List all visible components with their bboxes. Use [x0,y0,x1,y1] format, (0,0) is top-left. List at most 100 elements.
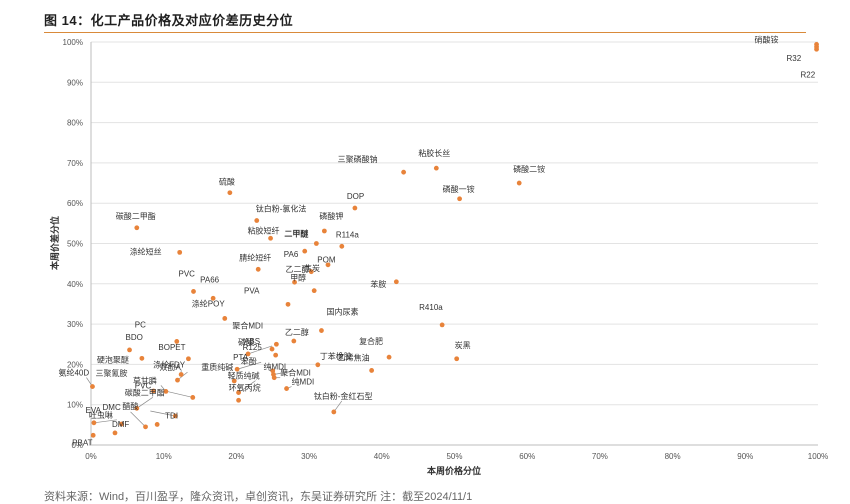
data-point [154,422,160,427]
point-label: 乙烯焦油 [338,352,370,362]
x-axis-label: 本周价格分位 [427,465,481,476]
point-label: 乙二醇 [286,264,310,274]
data-point [254,218,260,223]
leader-line [273,371,292,375]
point-label: PC [135,320,146,329]
point-label: 腈纶短纤 [239,252,271,262]
point-label: R410a [419,303,443,312]
point-label: 氨纶40D [58,368,89,378]
data-point [178,372,184,377]
data-point [134,225,140,231]
y-tick-label: 40% [67,280,83,289]
data-point [311,288,317,294]
data-point [271,375,277,381]
point-label: 环氧丙烷 [229,382,261,392]
leader-line [237,361,262,370]
y-tick-label: 70% [67,159,83,168]
point-label: 硝酸铵 [755,34,779,44]
point-label: 纯MDI [263,361,286,371]
y-tick-label: 10% [67,401,83,410]
point-label: 磷酸一铵 [443,184,475,194]
data-point [134,405,140,411]
data-points [90,42,819,438]
point-label: ABS [244,337,260,346]
point-label: 三聚氰胺 [96,368,128,378]
leader-line [150,410,176,417]
data-point [90,432,96,438]
point-label: POM [317,256,336,265]
point-label: R114a [336,230,360,239]
point-label: 重质纯碱 [201,362,233,372]
y-tick-label: 50% [67,240,83,249]
data-point [315,362,321,368]
data-point [270,368,276,374]
data-point [401,169,407,175]
point-label: 聚合MDI [280,368,311,378]
data-point [234,366,240,372]
x-tick-label: 50% [446,452,462,461]
point-label: 苯胺 [370,279,386,289]
data-point [292,279,297,285]
y-tick-label: 60% [67,199,83,208]
data-point [90,384,95,389]
data-point [163,389,169,394]
point-label: PVA [244,286,260,295]
data-point [269,346,275,352]
point-label: 轻质纯碱 [228,371,260,381]
data-point [284,386,289,391]
data-point [339,243,345,249]
leader-line [238,380,256,393]
point-label: 炭黑 [455,341,471,350]
title-divider [44,32,806,33]
point-label: 甲醇 [290,273,306,283]
point-label: 苯酚 [241,356,257,366]
point-label: R125 [243,343,263,352]
point-label: PVC [179,269,196,278]
point-label: 磷酸钾 [319,211,343,221]
x-tick-label: 100% [808,452,828,461]
point-label: DMC [103,403,121,412]
x-tick-label: 20% [228,452,244,461]
point-label: 复合肥 [359,336,383,346]
data-point [457,196,462,202]
data-point [433,165,439,171]
point-label: 硬泡聚醚 [97,354,129,364]
x-tick-label: 90% [737,452,753,461]
data-point [319,328,324,333]
data-point [439,322,445,328]
axes: 0% 10% 20% 30% 40% 50% 60% 70% 80% 90% 100% 0% 10% 20… [63,38,829,461]
data-point [236,390,241,396]
data-point [331,409,337,415]
data-point [191,289,196,294]
data-point [302,248,308,254]
data-point [231,378,237,384]
leader-line [130,411,146,428]
point-label: PA6 [284,250,299,259]
point-label: 钛白粉-氯化法 [256,204,307,214]
point-label: 磷酸二铵 [513,164,545,174]
point-label: 涤纶POY [192,298,226,308]
point-label: 涤纶短丝 [130,246,162,256]
data-point [516,180,522,186]
x-tick-label: 70% [592,452,608,461]
data-point [227,190,233,196]
data-point [172,413,178,419]
point-label: 双酚A [160,363,182,372]
data-point [112,430,118,436]
point-label: TDI [165,411,178,420]
figure-title: 图 14：化工产品价格及对应价差历史分位 [44,13,294,28]
point-label: 乙二醇 [285,327,309,337]
leader-line [247,345,273,355]
point-label: PTA [233,353,249,362]
data-point [174,339,180,344]
data-point [190,395,196,400]
y-tick-label: 0% [71,441,83,450]
point-label: 碳酸二甲酯 [116,211,156,221]
point-label: 硫酸 [219,177,235,187]
data-point [175,377,180,383]
data-point [210,295,216,301]
data-point [268,235,273,241]
point-label: 聚合MDI [232,320,263,330]
